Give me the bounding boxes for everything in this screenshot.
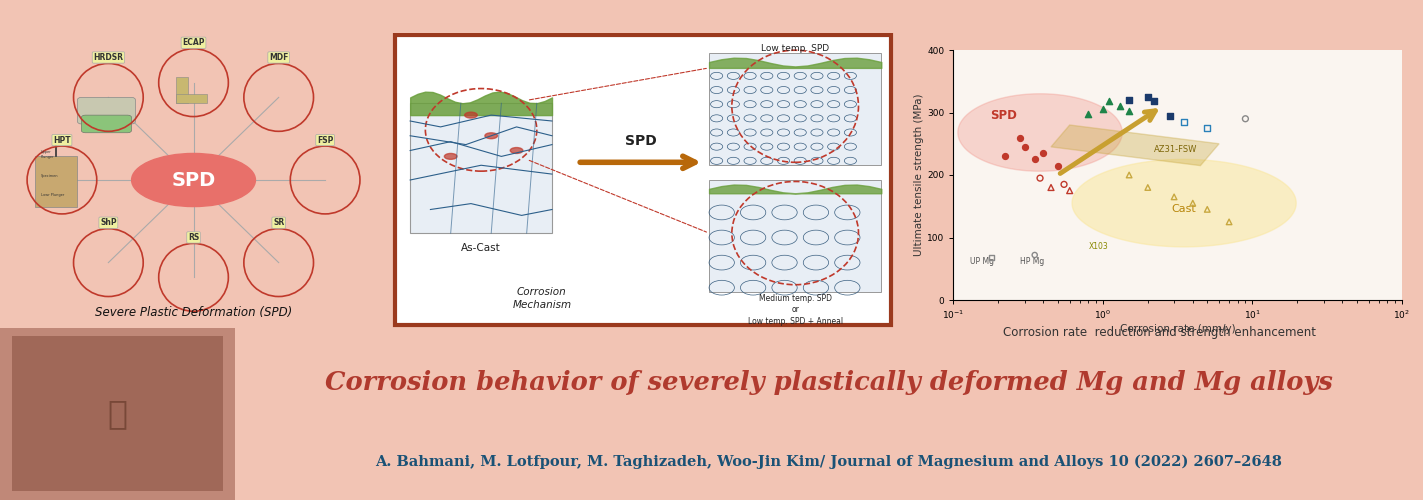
Point (1023, 251, 1046, 259)
Text: UP Mg: UP Mg (970, 257, 995, 266)
Point (1023, 156, 1046, 164)
Text: A. Bahmani, M. Lotfpour, M. Taghizadeh, Woo-Jin Kim/ Journal of Magnesium and Al: A. Bahmani, M. Lotfpour, M. Taghizadeh, … (376, 455, 1282, 469)
Y-axis label: Ultimate tensile strength (MPa): Ultimate tensile strength (MPa) (915, 94, 925, 256)
Point (1234, 114, 1257, 122)
Point (1173, 118, 1195, 126)
Text: As-Cast: As-Cast (461, 244, 501, 254)
X-axis label: Corrosion rate (mm/y): Corrosion rate (mm/y) (1120, 324, 1235, 334)
Text: Severe Plastic Deformation (SPD): Severe Plastic Deformation (SPD) (95, 306, 292, 318)
Text: Low temp. SPD: Low temp. SPD (761, 44, 830, 54)
Point (1013, 143, 1036, 151)
Point (1097, 97, 1120, 106)
Ellipse shape (131, 154, 256, 206)
Text: SPD: SPD (625, 134, 656, 147)
Point (1137, 93, 1160, 101)
Text: Corrosion
Mechanism: Corrosion Mechanism (512, 286, 572, 310)
Point (1091, 106, 1114, 114)
Point (1218, 218, 1241, 226)
Text: ShP: ShP (100, 218, 117, 227)
Point (980, 254, 1003, 262)
FancyBboxPatch shape (77, 98, 135, 124)
Point (1117, 171, 1140, 179)
Text: MDF: MDF (269, 53, 289, 62)
Ellipse shape (485, 133, 498, 138)
Point (1109, 102, 1131, 110)
Point (1195, 124, 1218, 132)
Text: SPD: SPD (990, 109, 1016, 122)
Point (1040, 184, 1063, 192)
Ellipse shape (511, 148, 522, 154)
Bar (176, 94, 208, 104)
Bar (709, 180, 881, 292)
Point (1137, 184, 1160, 192)
Text: HRDSR: HRDSR (94, 53, 124, 62)
Point (1046, 162, 1069, 170)
Text: X103: X103 (1089, 242, 1109, 251)
Text: Upper
Plunger: Upper Plunger (41, 150, 54, 159)
FancyBboxPatch shape (396, 36, 891, 325)
Point (1195, 206, 1218, 214)
Text: SPD: SPD (171, 170, 216, 190)
Point (1032, 149, 1054, 157)
Point (1077, 110, 1100, 118)
Text: Corrosion behavior of severely plastically deformed Mg and Mg alloys: Corrosion behavior of severely plastical… (324, 370, 1333, 395)
Bar (709, 53, 881, 165)
Polygon shape (958, 94, 1123, 171)
Text: HP Mg: HP Mg (1020, 257, 1044, 266)
Text: FSP: FSP (317, 136, 333, 144)
Point (1158, 112, 1181, 120)
Text: ECAP: ECAP (182, 38, 205, 48)
Polygon shape (1072, 160, 1296, 247)
Polygon shape (1052, 125, 1220, 166)
FancyBboxPatch shape (81, 115, 131, 133)
Text: Lowr Plunger: Lowr Plunger (41, 193, 64, 197)
Point (1059, 186, 1081, 194)
Text: AZ31-FSW: AZ31-FSW (1154, 146, 1197, 154)
Text: Corrosion rate  reduction and strength enhancement: Corrosion rate reduction and strength en… (1003, 326, 1316, 339)
Point (1117, 96, 1140, 104)
Point (1163, 193, 1185, 201)
Bar (410, 104, 552, 233)
Text: 👤: 👤 (107, 397, 128, 430)
Text: Specimen: Specimen (41, 174, 58, 178)
Text: Medium temp. SPD
or
Low temp. SPD + Anneal: Medium temp. SPD or Low temp. SPD + Anne… (747, 294, 842, 326)
Point (993, 152, 1016, 160)
Text: HPT: HPT (53, 136, 71, 144)
Point (1181, 199, 1204, 207)
Point (1029, 174, 1052, 182)
Text: Cast: Cast (1171, 204, 1197, 214)
Bar (34, 156, 77, 206)
Point (1009, 134, 1032, 141)
Bar (176, 77, 188, 104)
Ellipse shape (444, 154, 457, 160)
Ellipse shape (465, 112, 477, 118)
Text: RS: RS (188, 233, 199, 242)
Point (1143, 97, 1165, 106)
Text: SR: SR (273, 218, 285, 227)
Point (1117, 108, 1140, 116)
Point (1053, 180, 1076, 188)
